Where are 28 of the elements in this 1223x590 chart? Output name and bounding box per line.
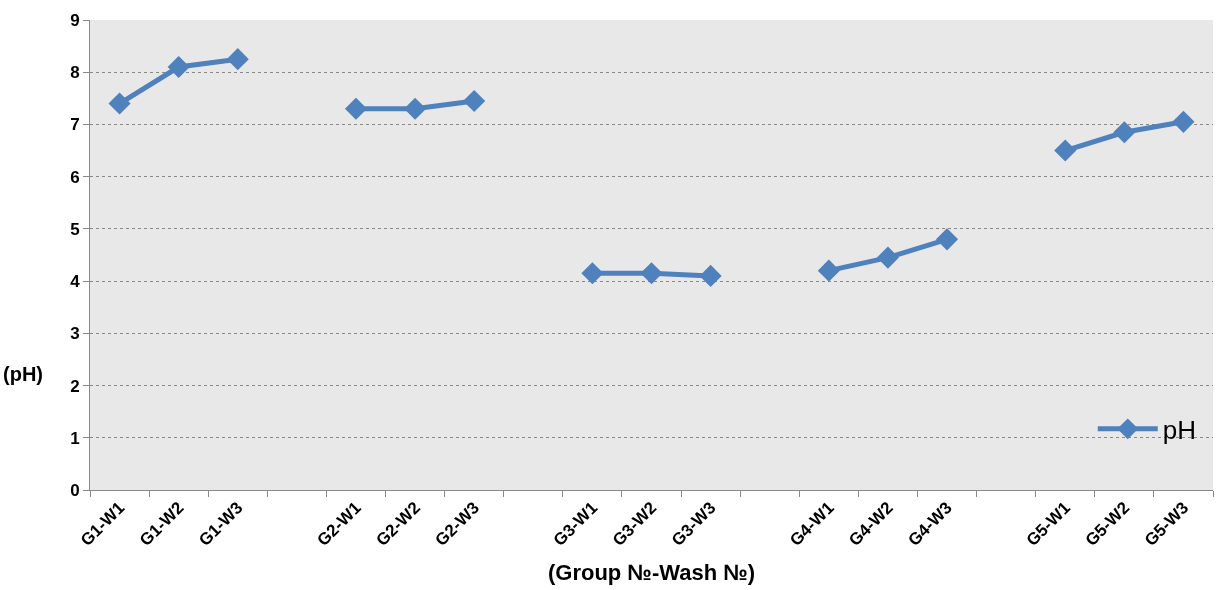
y-tick-label: 2 [70,376,80,396]
point [463,89,486,112]
point [404,97,427,120]
y-tick-label: 6 [70,167,80,187]
point [935,228,959,251]
y-axis-title: (pH) [3,363,43,385]
point [581,262,604,285]
y-tick-label: 1 [70,428,80,448]
legend-label: pH [1162,414,1197,445]
point [1054,139,1077,162]
y-tick-label: 5 [70,219,80,239]
point [344,97,368,120]
point [1113,121,1136,144]
y-tick-label: 9 [70,10,80,30]
point [699,264,722,287]
x-axis-title: (Group №-Wash №) [547,559,756,585]
point [876,246,899,269]
point [108,92,131,115]
point [226,48,249,71]
point [817,259,840,282]
y-tick-label: 8 [70,63,80,83]
y-tick-label: 3 [70,324,80,344]
point [167,55,190,79]
y-tick-label: 7 [70,115,80,135]
y-tick-label: 4 [70,272,81,292]
point [1172,110,1195,133]
point [640,262,663,285]
y-tick-label: 0 [70,480,80,500]
